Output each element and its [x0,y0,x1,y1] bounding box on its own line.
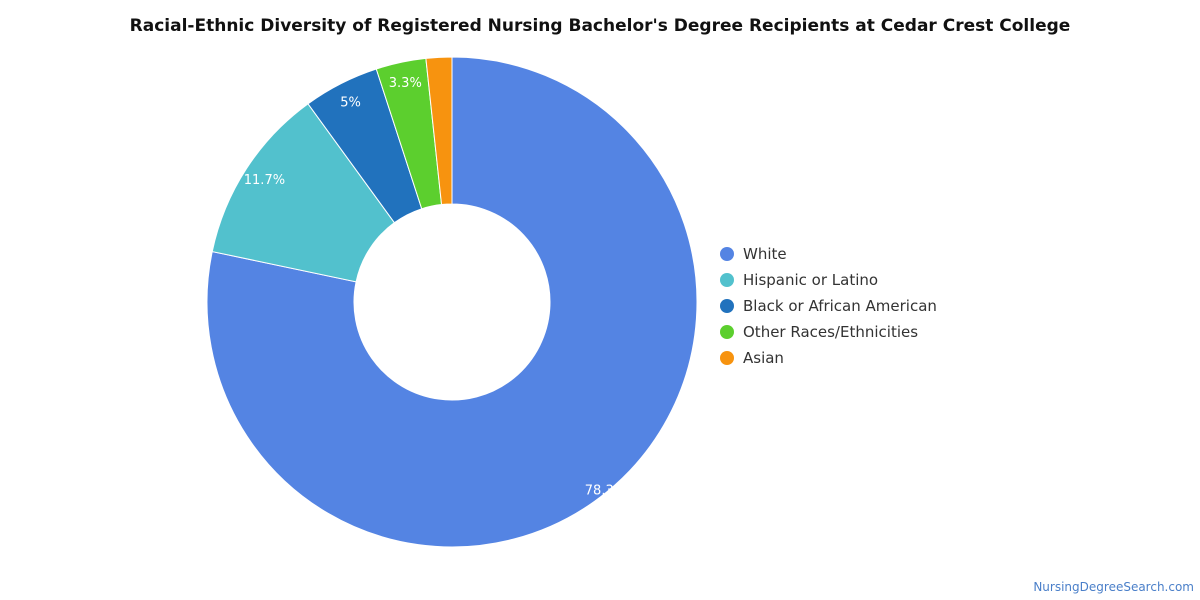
chart-title: Racial-Ethnic Diversity of Registered Nu… [129,16,1071,36]
chart-legend: White Hispanic or Latino Black or Africa… [720,241,937,371]
slice-label-white: 78.3% [585,484,626,499]
slice-hispanic-or-latino[interactable] [211,103,396,283]
legend-label-asian: Asian [743,349,784,367]
legend-swatch-other-races-ethnicities [720,325,734,339]
legend-item-hispanic-or-latino[interactable]: Hispanic or Latino [720,267,937,293]
legend-label-other-races-ethnicities: Other Races/Ethnicities [743,323,919,341]
legend-item-asian[interactable]: Asian [720,345,937,371]
legend-item-white[interactable]: White [720,241,937,267]
legend-label-hispanic-or-latino: Hispanic or Latino [743,271,879,289]
legend-swatch-white [720,247,734,261]
legend-item-black-or-african-american[interactable]: Black or African American [720,293,937,319]
legend-item-other-races-ethnicities[interactable]: Other Races/Ethnicities [720,319,937,345]
legend-swatch-asian [720,351,734,365]
legend-swatch-hispanic-or-latino [720,273,734,287]
legend-label-black-or-african-american: Black or African American [743,297,937,315]
slice-asian[interactable] [425,56,453,206]
slice-label-other-races-ethnicities: 3.3% [389,76,422,91]
legend-swatch-black-or-african-american [720,299,734,313]
legend-label-white: White [743,245,787,263]
slice-label-hispanic-or-latino: 11.7% [244,173,285,188]
slice-white[interactable] [206,56,698,548]
source-credit-link[interactable]: NursingDegreeSearch.com [1033,580,1194,594]
slice-label-black-or-african-american: 5% [340,95,361,110]
